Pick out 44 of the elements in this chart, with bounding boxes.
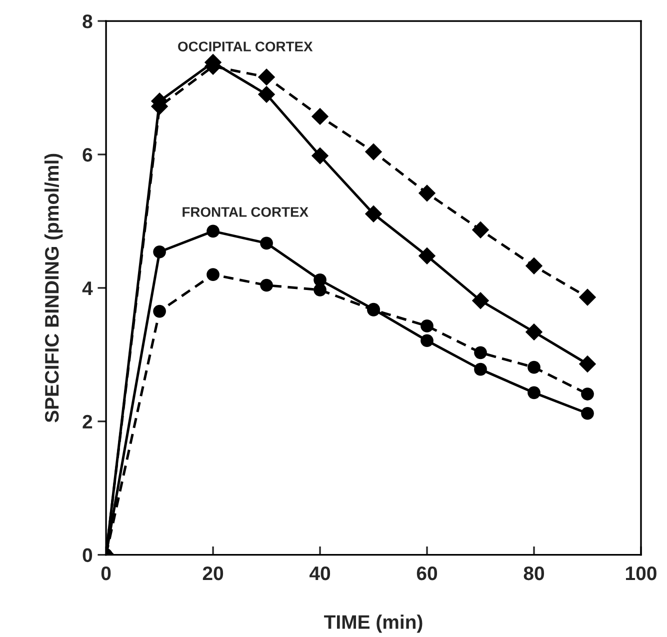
point xyxy=(365,205,382,222)
point xyxy=(314,284,326,296)
point xyxy=(526,324,542,340)
point xyxy=(206,268,220,281)
point xyxy=(579,356,596,372)
x-tick-label: 0 xyxy=(101,566,111,580)
annotation: OCCIPITAL CORTEX xyxy=(178,42,313,52)
point xyxy=(418,184,436,202)
x-tick-label: 60 xyxy=(416,566,438,580)
point xyxy=(260,278,273,292)
point xyxy=(365,143,382,160)
point xyxy=(312,108,328,125)
y-axis-title: SPECIFIC BINDING (pmol/ml) xyxy=(44,154,63,422)
x-tick-label: 20 xyxy=(202,566,224,580)
point xyxy=(528,360,540,374)
point xyxy=(472,292,489,309)
y-tick-label: 8 xyxy=(82,14,92,28)
point xyxy=(526,258,542,274)
point xyxy=(153,245,166,258)
point xyxy=(258,68,275,86)
point xyxy=(420,320,434,332)
point xyxy=(258,86,275,103)
point xyxy=(474,362,487,376)
y-tick-label: 0 xyxy=(82,548,92,562)
x-tick-label: 40 xyxy=(310,566,330,580)
x-tick-label: 80 xyxy=(524,566,544,580)
x-axis-title: TIME (min) xyxy=(324,614,422,633)
y-tick-label: 2 xyxy=(82,414,92,428)
point xyxy=(581,406,594,420)
point xyxy=(206,224,220,238)
point xyxy=(579,288,596,306)
y-tick-label: 4 xyxy=(82,282,93,295)
point xyxy=(260,236,273,250)
point xyxy=(420,334,434,348)
point xyxy=(528,386,540,400)
point xyxy=(581,388,594,400)
annotation: FRONTAL CORTEX xyxy=(182,207,308,217)
y-tick-label: 6 xyxy=(82,148,92,162)
x-tick-label: 100 xyxy=(626,566,656,580)
point xyxy=(418,248,436,264)
point xyxy=(472,221,489,238)
point xyxy=(474,346,487,360)
point xyxy=(312,147,328,164)
point xyxy=(153,304,166,318)
